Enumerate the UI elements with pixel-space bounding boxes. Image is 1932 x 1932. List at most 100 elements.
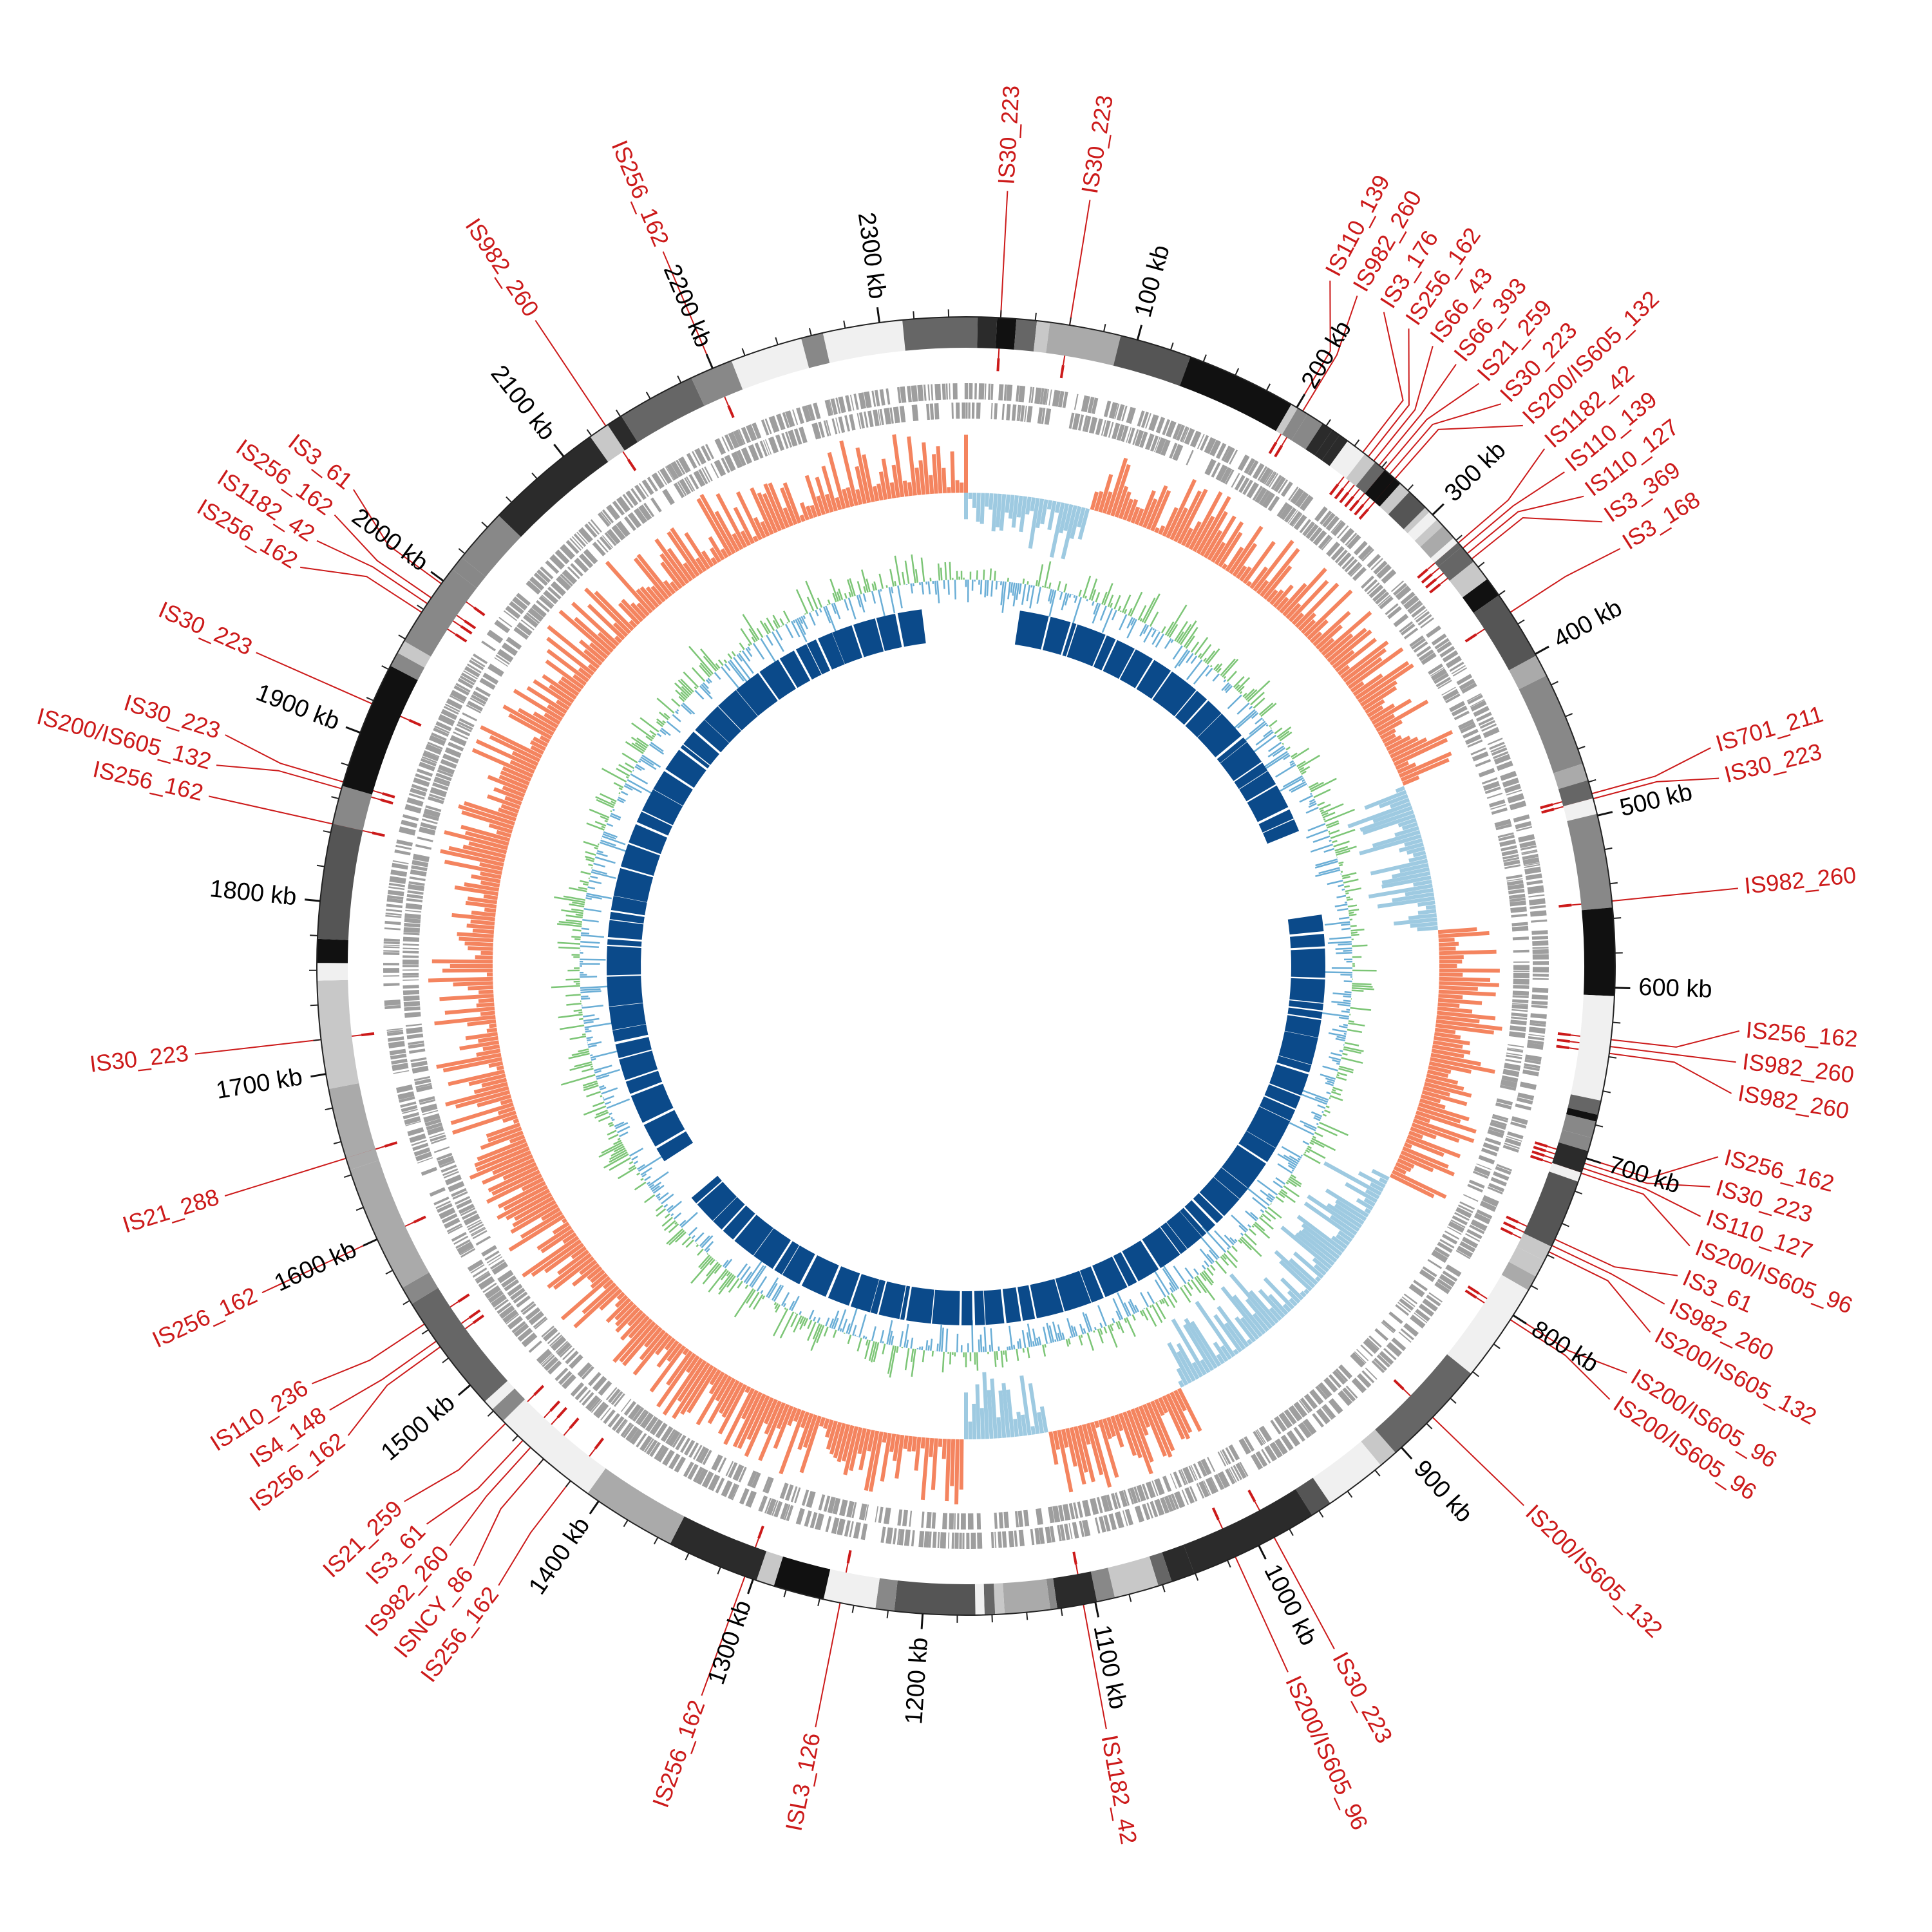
gc-skew-negative — [1176, 1350, 1196, 1382]
contig-segment — [587, 1468, 685, 1544]
cds-forward — [1351, 1378, 1367, 1394]
cds-forward — [407, 1127, 424, 1137]
gc-skew-positive — [1411, 1122, 1460, 1143]
gc-content-below — [636, 764, 645, 771]
gc-skew-positive — [616, 1291, 625, 1300]
cds-forward — [934, 383, 942, 401]
contig-segment — [1558, 1130, 1592, 1151]
contig-segment — [328, 1083, 375, 1159]
minor-tick — [783, 1589, 787, 1598]
is-element-mark — [380, 798, 393, 805]
is-element-mark — [1211, 1507, 1220, 1520]
is-element-mark — [1557, 1032, 1571, 1037]
inner-block — [1264, 1084, 1301, 1109]
gc-skew-positive — [1199, 511, 1228, 556]
gc-skew-positive — [763, 1398, 778, 1425]
gc-skew-positive — [768, 482, 790, 529]
gc-skew-negative — [1016, 1412, 1023, 1437]
gc-skew-positive — [740, 530, 752, 546]
cds-reverse — [1103, 420, 1111, 437]
gc-content-below — [702, 682, 709, 689]
gc-skew-negative — [1406, 846, 1425, 855]
gc-content-above — [793, 1315, 802, 1333]
cds-forward — [666, 463, 679, 480]
cds-forward — [1059, 1524, 1066, 1541]
gc-skew-negative — [1408, 855, 1427, 863]
gc-content-above — [726, 1271, 731, 1277]
contig-segment — [1321, 435, 1348, 466]
gc-content-below — [682, 702, 696, 715]
gc-skew-negative — [1289, 1298, 1298, 1307]
cds-forward — [1121, 405, 1128, 422]
gc-skew-positive — [539, 735, 551, 744]
cds-reverse — [431, 1137, 447, 1144]
cds-reverse — [1298, 1399, 1310, 1414]
cds-reverse — [1490, 1119, 1507, 1126]
gc-content-above — [616, 768, 630, 777]
gc-content-below — [929, 1338, 933, 1351]
gc-skew-negative — [1220, 1345, 1232, 1360]
gc-skew-positive — [1298, 612, 1316, 632]
gc-content-above — [663, 712, 670, 719]
gc-skew-positive — [1266, 589, 1278, 603]
cds-reverse — [966, 402, 968, 419]
gc-skew-positive — [486, 1173, 543, 1204]
gc-skew-positive — [710, 556, 718, 565]
gc-content-below — [591, 871, 616, 880]
inner-block — [1136, 659, 1171, 699]
cds-reverse — [1274, 1416, 1287, 1432]
gc-skew-positive — [619, 1321, 656, 1363]
gc-content-below — [945, 1329, 949, 1352]
cds-forward — [1014, 1530, 1018, 1547]
inner-block — [1113, 1252, 1137, 1287]
cds-reverse — [1299, 518, 1311, 534]
cds-forward — [764, 1497, 772, 1513]
gc-skew-positive — [762, 493, 782, 532]
gc-skew-positive — [491, 1170, 541, 1196]
gc-content-below — [856, 594, 862, 608]
minor-tick — [817, 1598, 820, 1607]
cds-forward — [435, 721, 452, 732]
gc-content-above — [739, 642, 745, 650]
gc-content-above — [568, 1052, 590, 1059]
cds-reverse — [536, 600, 550, 612]
gc-content-below — [936, 580, 940, 603]
contig-segment — [1438, 547, 1474, 581]
gc-skew-positive — [1300, 619, 1316, 634]
cds-forward — [384, 927, 401, 931]
gc-skew-positive — [1367, 705, 1384, 718]
gc-content-above — [1179, 620, 1197, 645]
cds-forward — [1522, 857, 1540, 866]
gc-skew-positive — [487, 775, 527, 794]
inner-block — [1234, 762, 1268, 790]
cds-forward — [1528, 1034, 1545, 1037]
gc-skew-negative — [1008, 495, 1015, 519]
gc-skew-negative — [1345, 1182, 1378, 1204]
cds-reverse — [926, 403, 930, 421]
cds-reverse — [549, 1334, 563, 1347]
cds-forward — [470, 1264, 485, 1274]
cds-reverse — [466, 704, 482, 714]
gc-content-below — [591, 869, 607, 875]
gc-skew-positive — [480, 871, 502, 880]
gc-content-below — [848, 597, 857, 620]
contig-ring-outline — [316, 316, 1616, 1616]
cds-reverse — [785, 1484, 794, 1501]
gc-skew-positive — [594, 591, 634, 632]
gc-content-below — [1339, 1050, 1343, 1052]
cds-reverse — [408, 884, 424, 891]
inner-block — [1259, 1096, 1296, 1121]
inner-block — [630, 1083, 674, 1123]
contig-segment — [731, 338, 810, 390]
cds-forward — [782, 412, 790, 428]
cds-forward — [1018, 1530, 1025, 1547]
cds-reverse — [1224, 469, 1235, 485]
gc-content-above — [580, 880, 589, 884]
is-element-mark — [1500, 1227, 1513, 1235]
cds-forward — [1321, 1406, 1333, 1420]
cds-reverse — [633, 507, 648, 524]
gc-skew-positive — [849, 1426, 863, 1472]
cds-reverse — [1473, 1166, 1491, 1177]
gc-content-below — [1227, 1247, 1230, 1250]
inner-block — [1287, 1007, 1323, 1019]
